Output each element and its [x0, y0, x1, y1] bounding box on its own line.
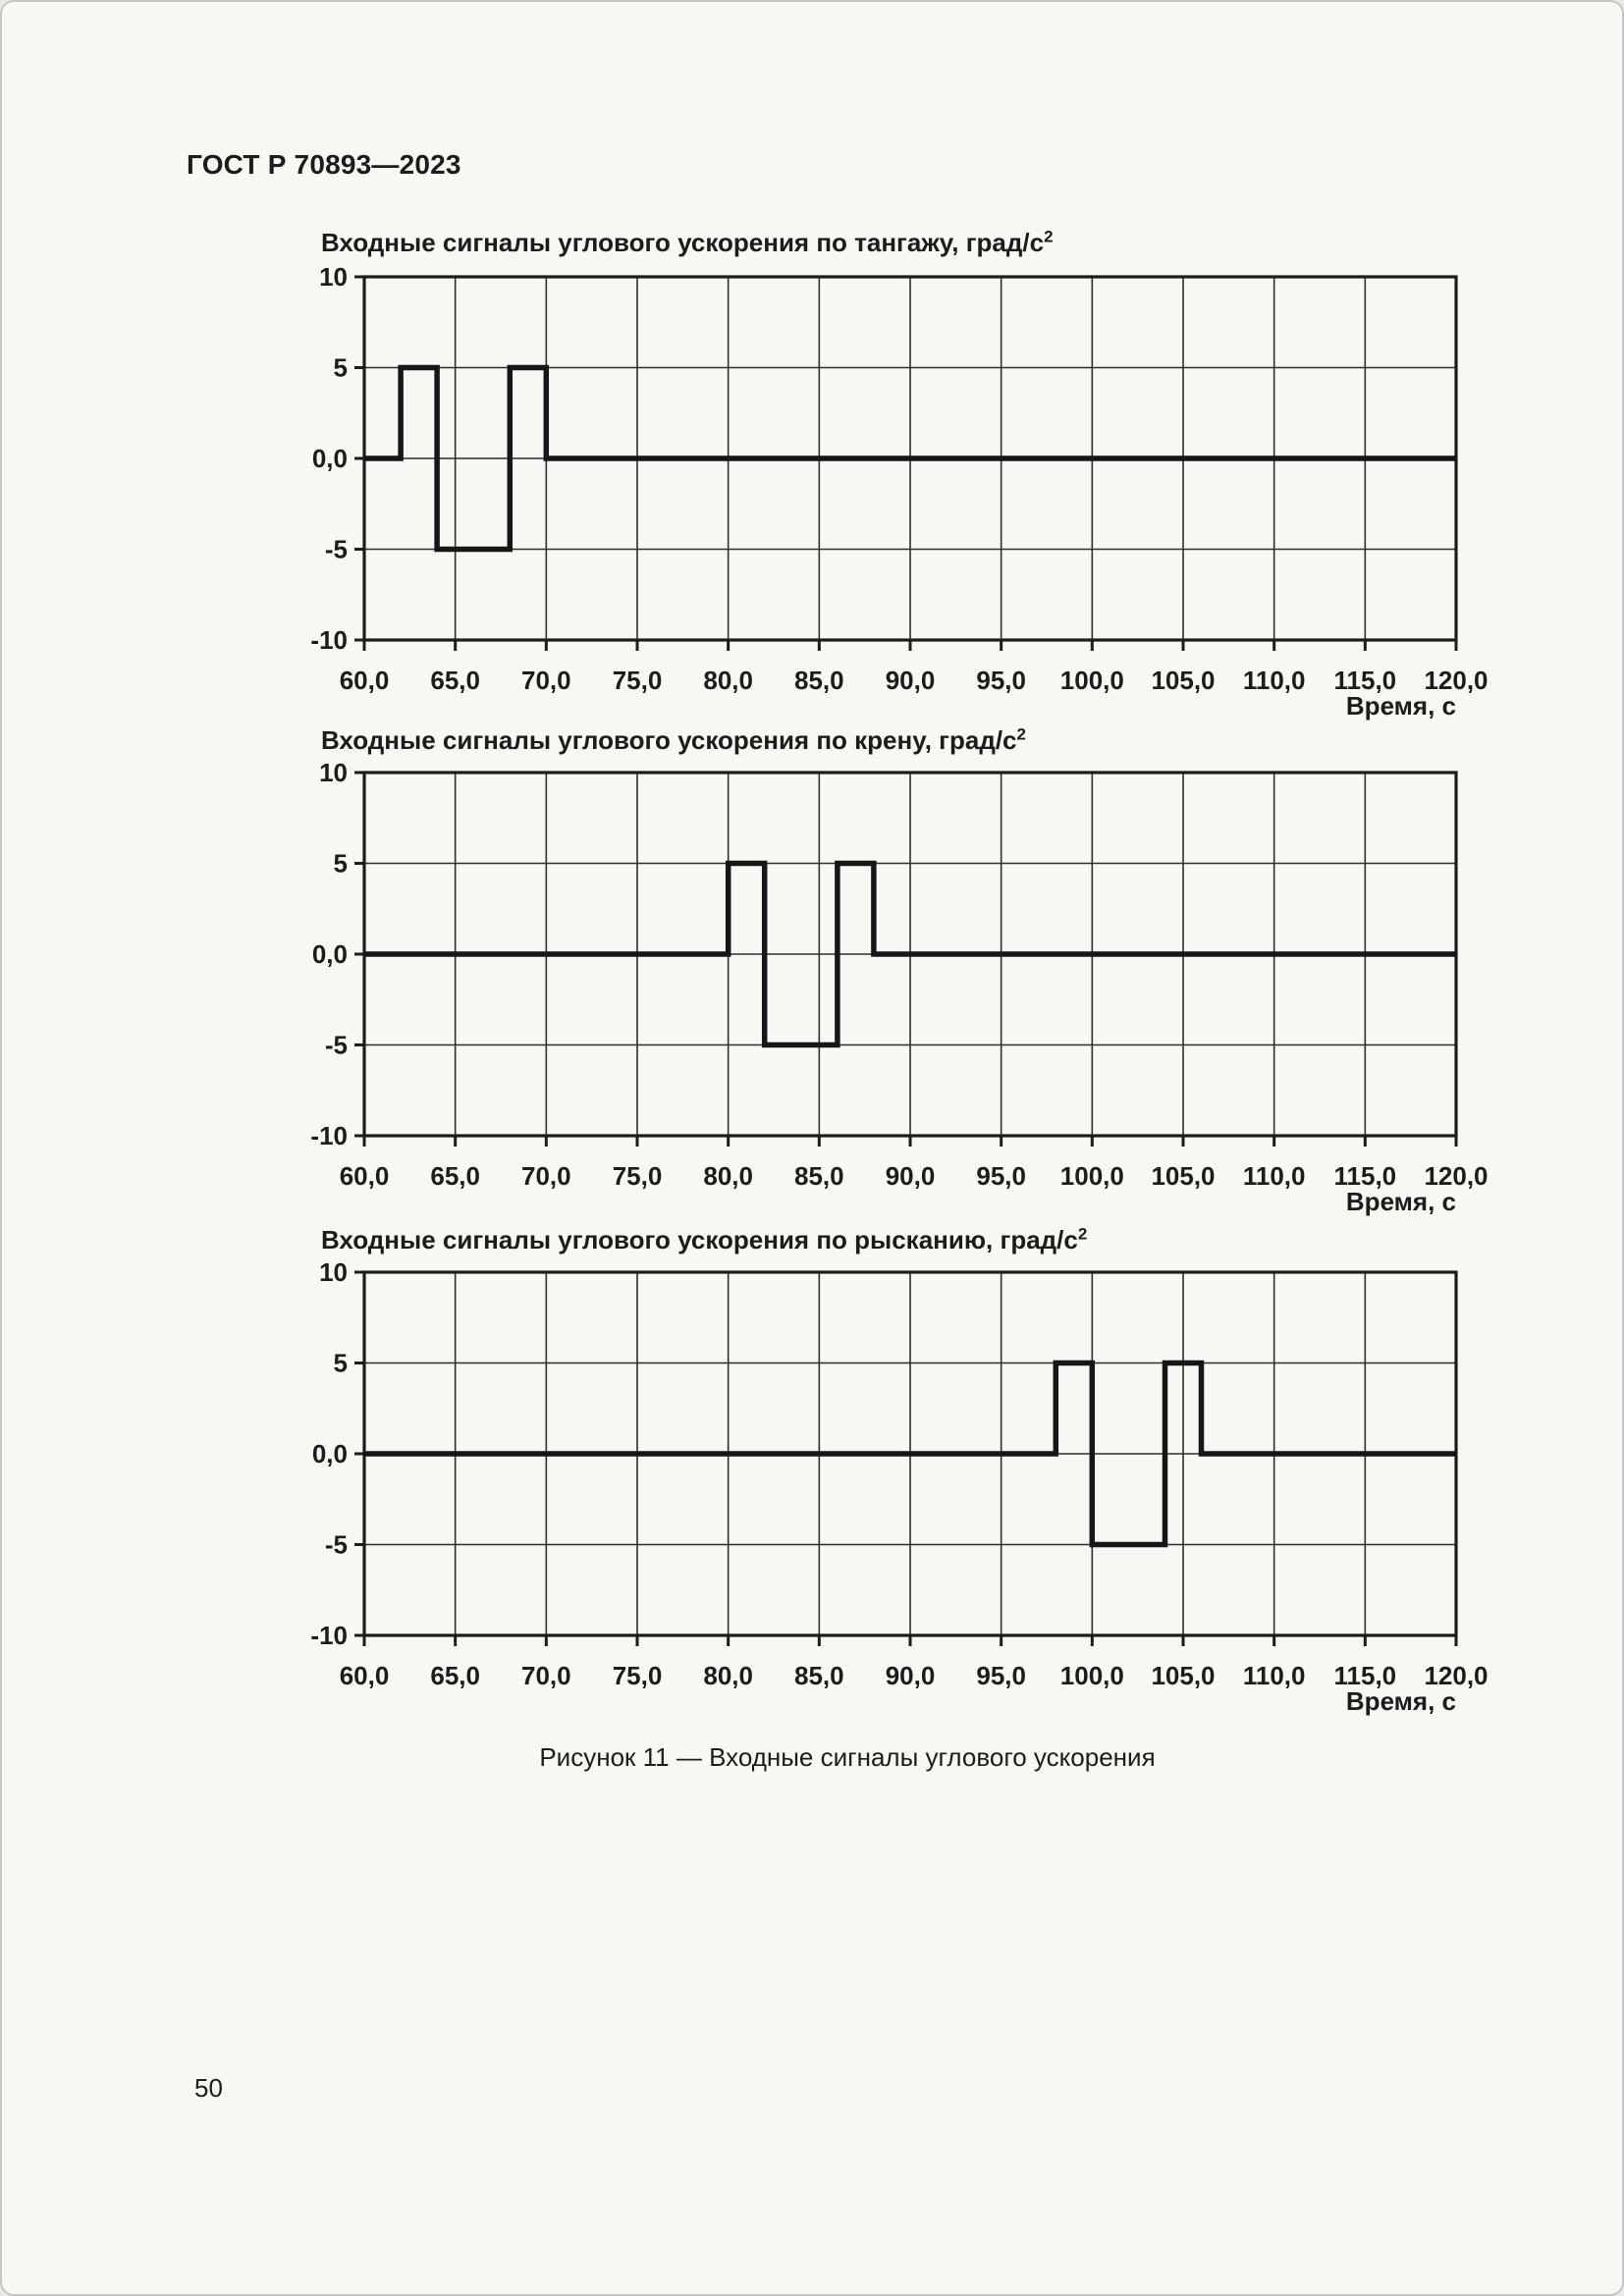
chart-title-pitch-text: Входные сигналы углового ускорения по та… — [321, 228, 1045, 257]
x-tick-label: 115,0 — [1334, 1661, 1397, 1690]
x-tick-label: 110,0 — [1243, 666, 1306, 695]
chart-title-yaw-superscript: 2 — [1077, 1224, 1088, 1244]
chart-title-yaw: Входные сигналы углового ускорения по ры… — [321, 1225, 1087, 1255]
x-axis-title: Время, с — [1346, 1187, 1456, 1216]
x-tick-label: 80,0 — [703, 1661, 753, 1690]
y-tick-label: -10 — [310, 1621, 348, 1650]
x-tick-label: 110,0 — [1243, 1161, 1306, 1191]
signal-trace-pitch-angular-acceleration-input — [364, 364, 1456, 553]
y-tick-label: 0,0 — [312, 444, 348, 473]
chart-title-roll-text: Входные сигналы углового ускорения по кр… — [321, 725, 1017, 755]
x-tick-label: 60,0 — [340, 666, 390, 695]
chart-title-yaw-text: Входные сигналы углового ускорения по ры… — [321, 1225, 1078, 1255]
chart-title-pitch: Входные сигналы углового ускорения по та… — [321, 228, 1054, 258]
x-tick-label: 75,0 — [613, 1161, 663, 1191]
x-tick-label: 80,0 — [703, 666, 753, 695]
x-tick-label: 120,0 — [1424, 1661, 1488, 1690]
x-tick-label: 80,0 — [703, 1161, 753, 1191]
chart-roll-plot: 60,0 65,0 70,0 75,0 80,0 85,0 90,0 95,0 100,0 105… — [310, 758, 1488, 1216]
chart-yaw-plot: 60,0 65,0 70,0 75,0 80,0 85,0 90,0 95,0 100,0 105… — [310, 1257, 1488, 1716]
x-tick-label: 75,0 — [613, 1661, 663, 1690]
x-tick-label: 70,0 — [521, 666, 571, 695]
x-tick-label: 65,0 — [430, 1661, 480, 1690]
x-tick-label: 65,0 — [430, 666, 480, 695]
y-tick-label: 10 — [319, 758, 348, 787]
y-tick-label: 10 — [319, 262, 348, 292]
chart-title-roll-superscript: 2 — [1016, 724, 1026, 744]
x-tick-label: 120,0 — [1424, 1161, 1488, 1191]
x-tick-label: 85,0 — [794, 666, 844, 695]
x-tick-label: 70,0 — [521, 1161, 571, 1191]
x-axis-title: Время, с — [1346, 1686, 1456, 1716]
document-header: ГОСТ Р 70893—2023 — [187, 149, 461, 180]
y-tick-label: -10 — [310, 625, 348, 655]
x-tick-label: 85,0 — [794, 1161, 844, 1191]
y-tick-label: 5 — [334, 849, 348, 879]
x-tick-label: 105,0 — [1151, 1161, 1215, 1191]
page-number: 50 — [194, 2073, 223, 2103]
x-tick-label: 105,0 — [1151, 666, 1215, 695]
x-tick-label: 90,0 — [886, 1161, 936, 1191]
x-tick-label: 115,0 — [1334, 1161, 1397, 1191]
signal-trace-roll-angular-acceleration-input — [364, 860, 1456, 1048]
signal-trace-yaw-angular-acceleration-input — [364, 1360, 1456, 1548]
x-tick-label: 95,0 — [976, 1661, 1026, 1690]
y-tick-label: 0,0 — [312, 939, 348, 969]
x-tick-label: 110,0 — [1243, 1661, 1306, 1690]
y-tick-label: 5 — [334, 353, 348, 383]
x-tick-label: 60,0 — [340, 1161, 390, 1191]
x-tick-label: 75,0 — [613, 666, 663, 695]
x-tick-label: 105,0 — [1151, 1661, 1215, 1690]
x-tick-label: 70,0 — [521, 1661, 571, 1690]
x-tick-label: 90,0 — [886, 1661, 936, 1690]
y-tick-label: -5 — [325, 1031, 348, 1060]
y-tick-label: 0,0 — [312, 1439, 348, 1468]
x-tick-label: 95,0 — [976, 666, 1026, 695]
x-tick-label: 100,0 — [1060, 666, 1124, 695]
x-tick-label: 60,0 — [340, 1661, 390, 1690]
x-tick-label: 85,0 — [794, 1661, 844, 1690]
y-tick-label: -5 — [325, 535, 348, 564]
y-tick-label: -10 — [310, 1121, 348, 1150]
x-tick-label: 95,0 — [976, 1161, 1026, 1191]
x-tick-label: 65,0 — [430, 1161, 480, 1191]
chart-title-pitch-superscript: 2 — [1044, 227, 1054, 246]
x-tick-label: 115,0 — [1334, 666, 1397, 695]
x-tick-label: 90,0 — [886, 666, 936, 695]
chart-pitch-plot: 60,0 65,0 70,0 75,0 80,0 85,0 90,0 95,0 100,0 105… — [310, 262, 1488, 721]
chart-title-roll: Входные сигналы углового ускорения по кр… — [321, 725, 1026, 756]
x-tick-label: 100,0 — [1060, 1161, 1124, 1191]
x-tick-label: 100,0 — [1060, 1661, 1124, 1690]
y-tick-label: 5 — [334, 1349, 348, 1378]
y-tick-label: -5 — [325, 1530, 348, 1560]
y-tick-label: 10 — [319, 1257, 348, 1287]
figure-caption: Рисунок 11 — Входные сигналы углового ус… — [539, 1742, 1156, 1772]
x-tick-label: 120,0 — [1424, 666, 1488, 695]
x-axis-title: Время, с — [1346, 691, 1456, 721]
